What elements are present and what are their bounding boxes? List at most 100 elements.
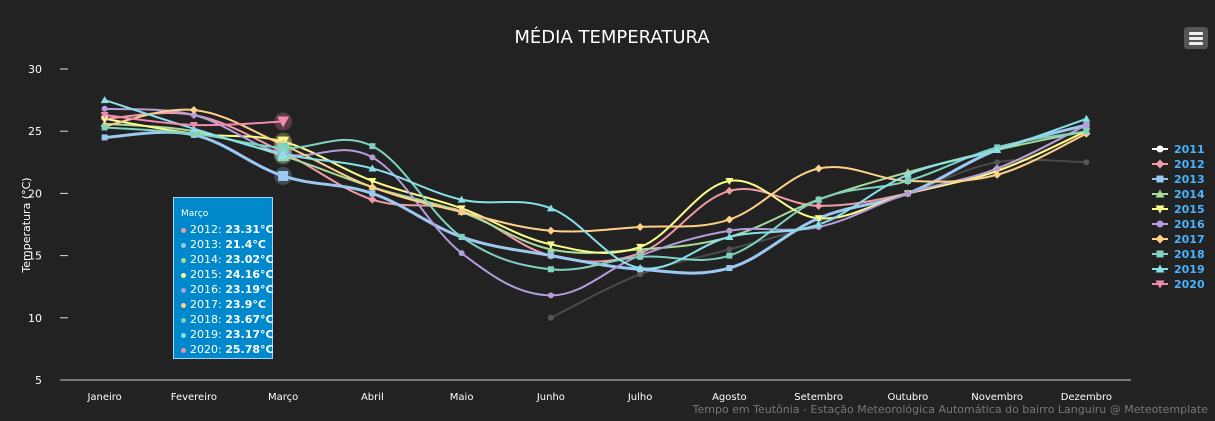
x-tick-label: Abril xyxy=(361,392,384,403)
point-2012-Setembro[interactable] xyxy=(814,201,823,210)
tooltip-row-value: 23.67°C xyxy=(225,313,274,326)
point-2015-Janeiro[interactable] xyxy=(100,115,109,123)
point-2015-Junho[interactable] xyxy=(546,241,555,249)
point-2017-Fevereiro[interactable] xyxy=(189,106,198,115)
point-2011-Julho[interactable] xyxy=(637,271,644,278)
point-2019-Maio[interactable] xyxy=(457,195,466,203)
point-2019-Setembro[interactable] xyxy=(814,220,823,228)
legend-label-2019[interactable]: 2019 xyxy=(1174,263,1205,276)
point-2018-Agosto[interactable] xyxy=(726,252,733,259)
point-2017-Maio[interactable] xyxy=(457,208,466,217)
point-2016-Outubro[interactable] xyxy=(904,190,911,197)
point-2013-Junho[interactable] xyxy=(547,252,554,259)
x-tick-label: Janeiro xyxy=(86,392,121,403)
point-2018-Setembro[interactable] xyxy=(815,196,822,203)
tooltip-row-value: 24.16°C xyxy=(225,268,274,281)
point-2013-Janeiro[interactable] xyxy=(101,134,108,141)
point-2015-Agosto[interactable] xyxy=(725,177,734,185)
point-2018-Janeiro[interactable] xyxy=(101,124,108,131)
point-2017-Setembro[interactable] xyxy=(814,164,823,173)
point-2012-Agosto[interactable] xyxy=(725,186,734,195)
point-2018-Julho[interactable] xyxy=(637,253,644,260)
legend-label-2016[interactable]: 2016 xyxy=(1174,218,1205,231)
legend-marker-2013[interactable] xyxy=(1156,175,1164,183)
legend-marker-2018[interactable] xyxy=(1156,250,1164,258)
series-line-2011[interactable] xyxy=(550,158,1087,319)
point-2018-Fevereiro[interactable] xyxy=(190,130,197,137)
series-line-2013[interactable] xyxy=(104,123,1087,275)
legend-label-2018[interactable]: 2018 xyxy=(1174,248,1205,261)
point-2016-Dezembro[interactable] xyxy=(1083,121,1090,128)
point-2019-Outubro[interactable] xyxy=(903,170,912,178)
legend-label-2014[interactable]: 2014 xyxy=(1174,188,1205,201)
point-2011-Junho[interactable] xyxy=(547,314,554,321)
point-2016-Novembro[interactable] xyxy=(994,165,1001,172)
point-2018-Março[interactable] xyxy=(278,142,289,153)
point-2017-Agosto[interactable] xyxy=(725,215,734,224)
tooltip-dot xyxy=(181,227,186,233)
point-2014-Junho[interactable] xyxy=(546,245,555,253)
point-2017-Julho[interactable] xyxy=(636,222,645,231)
point-2019-Dezembro[interactable] xyxy=(1082,114,1091,122)
point-2019-Janeiro[interactable] xyxy=(100,96,109,104)
point-2018-Outubro[interactable] xyxy=(904,177,911,184)
legend-label-2012[interactable]: 2012 xyxy=(1174,158,1205,171)
legend-marker-2017[interactable] xyxy=(1155,234,1165,244)
point-2016-Fevereiro[interactable] xyxy=(190,112,197,119)
tooltip-row-label: 2013: xyxy=(190,238,226,251)
point-2017-Novembro[interactable] xyxy=(993,170,1002,179)
point-2017-Junho[interactable] xyxy=(546,226,555,235)
point-2020-Janeiro[interactable] xyxy=(100,112,109,120)
legend-marker-2012[interactable] xyxy=(1155,159,1165,169)
point-2019-Abril[interactable] xyxy=(368,164,377,172)
legend-marker-2020[interactable] xyxy=(1155,280,1165,289)
point-2020-Fevereiro[interactable] xyxy=(189,121,198,129)
y-tick-label: 15 xyxy=(28,250,42,263)
point-2018-Abril[interactable] xyxy=(369,143,376,150)
legend-marker-2014[interactable] xyxy=(1155,189,1165,198)
point-2019-Novembro[interactable] xyxy=(993,145,1002,153)
point-2013-Abril[interactable] xyxy=(369,190,376,197)
point-2016-Janeiro[interactable] xyxy=(101,105,108,112)
chart-menu-button[interactable] xyxy=(1184,27,1208,49)
credits-text[interactable]: Tempo em Teutônia - Estação Meteorológic… xyxy=(692,403,1209,416)
point-2013-Agosto[interactable] xyxy=(726,265,733,272)
point-2012-Abril[interactable] xyxy=(368,195,377,204)
point-2020-Março[interactable] xyxy=(277,116,290,128)
legend-marker-2019[interactable] xyxy=(1155,264,1165,273)
point-2016-Abril[interactable] xyxy=(369,154,376,161)
point-2015-Julho[interactable] xyxy=(636,243,645,251)
legend-marker-2011[interactable] xyxy=(1156,145,1164,153)
point-2013-Março[interactable] xyxy=(278,170,289,181)
point-2018-Junho[interactable] xyxy=(547,266,554,273)
point-2019-Junho[interactable] xyxy=(546,204,555,212)
legend-label-2013[interactable]: 2013 xyxy=(1174,173,1205,186)
x-tick-label: Fevereiro xyxy=(171,392,217,403)
series-line-2017[interactable] xyxy=(104,108,1087,233)
point-2016-Junho[interactable] xyxy=(547,292,554,299)
legend-label-2011[interactable]: 2011 xyxy=(1174,143,1205,156)
point-2015-Setembro[interactable] xyxy=(814,215,823,223)
legend-marker-2016[interactable] xyxy=(1156,220,1164,228)
point-2017-Abril[interactable] xyxy=(368,183,377,192)
point-2019-Julho[interactable] xyxy=(636,264,645,272)
legend-label-2017[interactable]: 2017 xyxy=(1174,233,1205,246)
point-2011-Agosto[interactable] xyxy=(726,246,733,253)
legend-label-2020[interactable]: 2020 xyxy=(1174,278,1205,291)
point-2018-Maio[interactable] xyxy=(458,233,465,240)
legend-marker-2015[interactable] xyxy=(1155,205,1165,214)
chart-title: MÉDIA TEMPERATURA xyxy=(514,26,710,48)
tooltip-dot xyxy=(181,242,186,248)
tooltip-row-value: 21.4°C xyxy=(225,238,266,251)
point-2016-Agosto[interactable] xyxy=(726,227,733,234)
tooltip: Março 2012: 23.31°C 2013: 21.4°C 2014: 23.… xyxy=(173,197,274,359)
point-2018-Dezembro[interactable] xyxy=(1083,128,1090,135)
point-2019-Agosto[interactable] xyxy=(725,232,734,240)
point-2015-Abril[interactable] xyxy=(368,177,377,185)
legend-label-2015[interactable]: 2015 xyxy=(1174,203,1205,216)
point-2016-Maio[interactable] xyxy=(458,250,465,257)
x-tick-label: Junho xyxy=(536,392,565,403)
point-2019-Março[interactable] xyxy=(277,147,290,159)
point-2011-Dezembro[interactable] xyxy=(1083,159,1090,166)
point-2011-Novembro[interactable] xyxy=(994,159,1001,166)
